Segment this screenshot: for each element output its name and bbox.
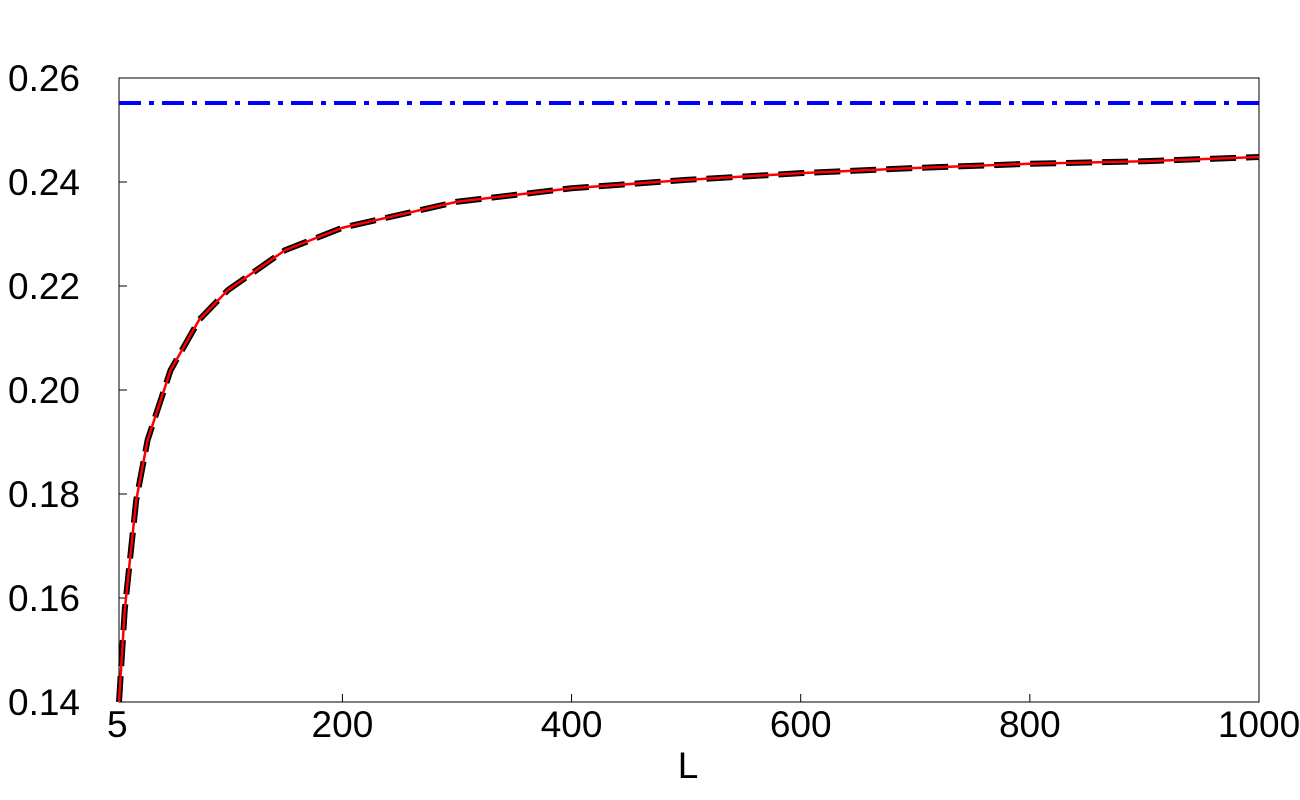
x-tick-label: 200 <box>312 704 374 745</box>
y-tick-label: 0.26 <box>8 58 80 99</box>
plot-frame <box>118 77 1260 703</box>
series-line <box>116 154 1260 703</box>
x-axis-label: L <box>678 745 699 786</box>
x-tick-label: 600 <box>770 704 832 745</box>
x-tick-label: 1000 <box>1218 704 1300 745</box>
y-tick-label: 0.20 <box>8 370 80 411</box>
x-tick-label: 400 <box>541 704 603 745</box>
x-tick-label: 5 <box>107 704 128 745</box>
y-tick-label: 0.14 <box>8 682 80 723</box>
y-tick-label: 0.18 <box>8 474 80 515</box>
series-line <box>117 155 1260 703</box>
y-tick-label: 0.24 <box>8 162 80 203</box>
y-tick-label: 0.22 <box>8 266 80 307</box>
x-tick-label: 800 <box>999 704 1061 745</box>
y-tick-label: 0.16 <box>8 578 80 619</box>
